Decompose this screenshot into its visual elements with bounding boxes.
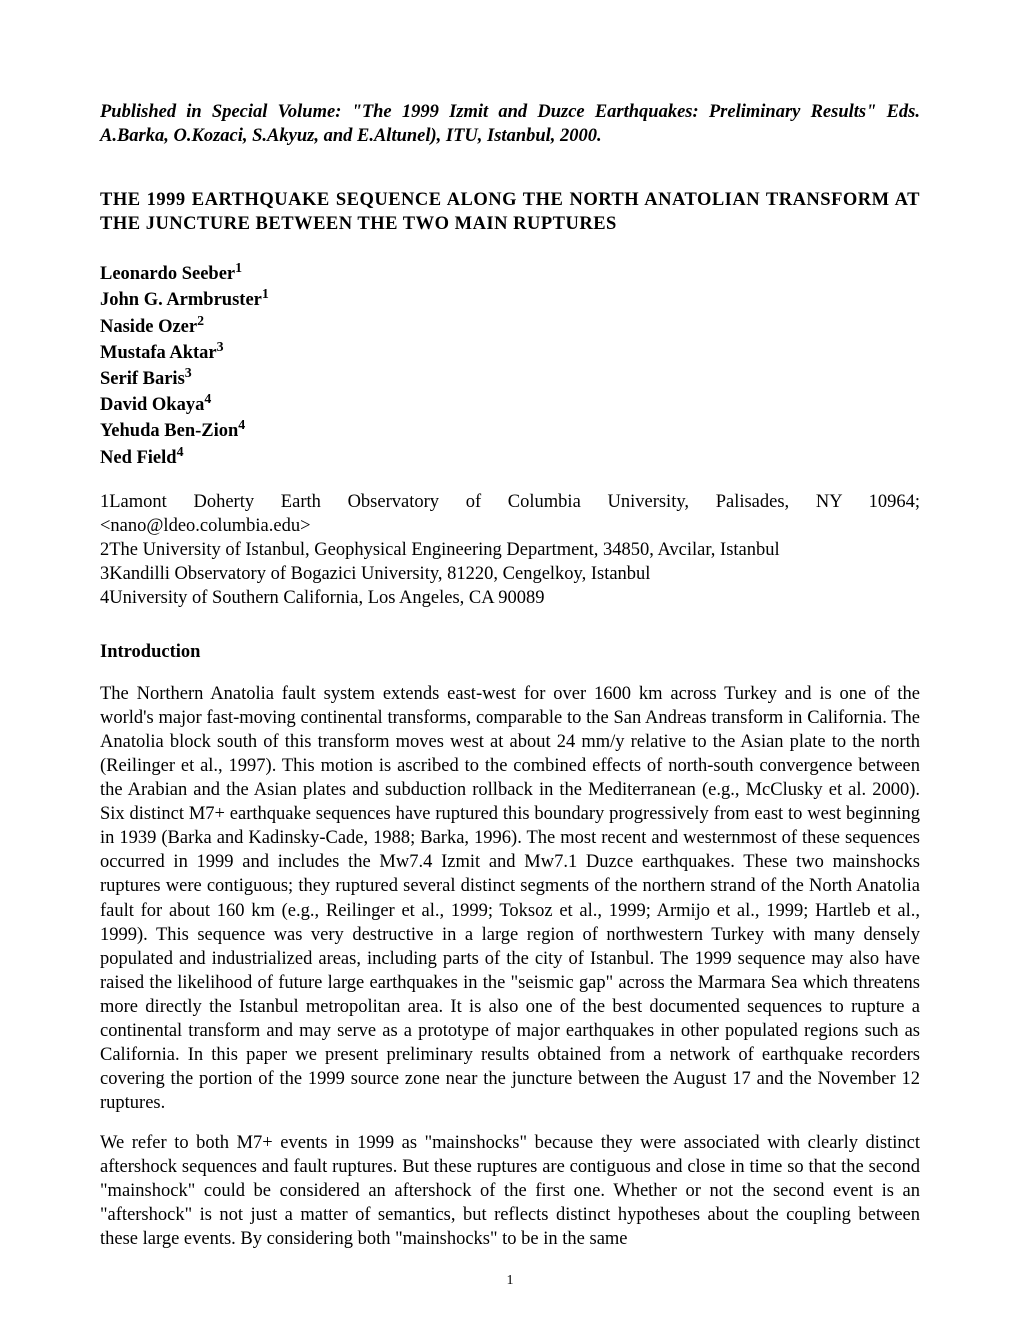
affiliations-list: 1Lamont Doherty Earth Observatory of Col… (100, 490, 920, 610)
section-heading: Introduction (100, 640, 920, 664)
body-paragraph: The Northern Anatolia fault system exten… (100, 682, 920, 1115)
author-name: Serif Baris (100, 369, 185, 389)
author-sup: 1 (262, 287, 269, 302)
page-number: 1 (0, 1272, 1020, 1290)
author: John G. Armbruster1 (100, 286, 920, 312)
publication-note: Published in Special Volume: "The 1999 I… (100, 100, 920, 148)
affiliation: 1Lamont Doherty Earth Observatory of Col… (100, 490, 920, 538)
authors-list: Leonardo Seeber1 John G. Armbruster1 Nas… (100, 260, 920, 470)
author: Ned Field4 (100, 444, 920, 470)
author: David Okaya4 (100, 391, 920, 417)
author: Yehuda Ben-Zion4 (100, 417, 920, 443)
author-sup: 2 (197, 314, 204, 329)
affiliation: 2The University of Istanbul, Geophysical… (100, 538, 920, 562)
author: Mustafa Aktar3 (100, 339, 920, 365)
author: Naside Ozer2 (100, 313, 920, 339)
author: Serif Baris3 (100, 365, 920, 391)
affiliation: 3Kandilli Observatory of Bogazici Univer… (100, 562, 920, 586)
author-name: Naside Ozer (100, 317, 197, 337)
author-sup: 4 (238, 418, 245, 433)
author-sup: 3 (217, 340, 224, 355)
author-name: Ned Field (100, 448, 177, 468)
author-sup: 3 (185, 366, 192, 381)
author-sup: 1 (235, 261, 242, 276)
author-sup: 4 (204, 392, 211, 407)
body-paragraph: We refer to both M7+ events in 1999 as "… (100, 1131, 920, 1251)
affiliation: 4University of Southern California, Los … (100, 586, 920, 610)
author-name: Yehuda Ben-Zion (100, 422, 238, 442)
publication-line1: Published in Special Volume: "The 1999 I… (100, 102, 876, 122)
author-name: Mustafa Aktar (100, 343, 217, 363)
author-name: John G. Armbruster (100, 291, 262, 311)
author: Leonardo Seeber1 (100, 260, 920, 286)
author-name: David Okaya (100, 395, 204, 415)
author-sup: 4 (177, 445, 184, 460)
paper-title: THE 1999 EARTHQUAKE SEQUENCE ALONG THE N… (100, 188, 920, 236)
author-name: Leonardo Seeber (100, 264, 235, 284)
